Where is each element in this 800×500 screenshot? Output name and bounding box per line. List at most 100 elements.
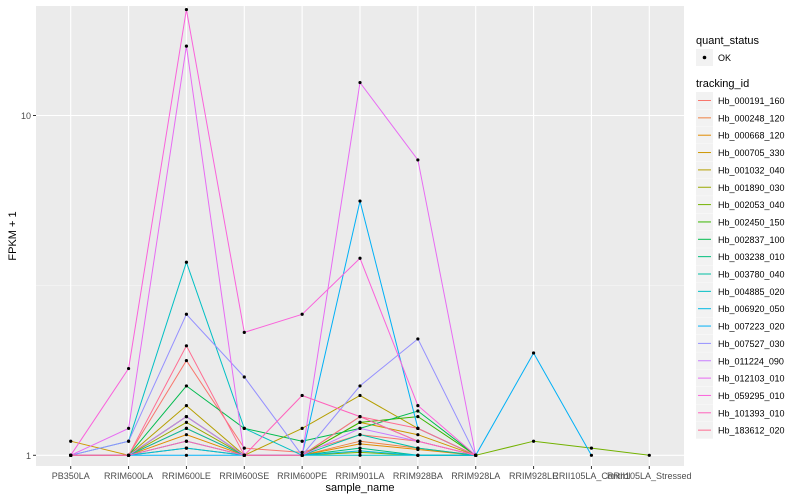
data-point	[358, 439, 362, 443]
data-point	[242, 330, 246, 334]
legend-label-tracking: Hb_001032_040	[718, 165, 785, 175]
legend-label-tracking: Hb_002053_040	[718, 200, 785, 210]
data-point	[358, 199, 362, 203]
y-axis-label: FPKM + 1	[7, 211, 19, 260]
series-line-Hb_007223_020	[70, 200, 592, 456]
y-tick-label: 10	[21, 111, 31, 121]
legend-label-tracking: Hb_007527_030	[718, 339, 785, 349]
data-point	[358, 420, 362, 424]
data-point	[300, 453, 304, 457]
data-point	[300, 439, 304, 443]
series-line-Hb_000191_160	[70, 359, 476, 456]
x-tick-label: RRIM928BA	[393, 471, 443, 481]
data-point	[184, 260, 189, 264]
data-point	[589, 453, 594, 457]
data-point	[358, 414, 362, 419]
data-point	[358, 426, 362, 430]
data-point	[416, 337, 420, 341]
data-point	[184, 426, 189, 430]
data-point	[184, 414, 189, 419]
data-point	[416, 446, 420, 450]
data-point	[184, 420, 189, 424]
legend-label-tracking: Hb_000705_330	[718, 148, 785, 158]
x-tick-label: RRIM928LE	[509, 471, 558, 481]
data-point	[300, 393, 304, 398]
x-tick-label: PB350LA	[52, 471, 90, 481]
x-tick-label: RRIM600LE	[162, 471, 211, 481]
series-line-Hb_059295_010	[70, 9, 477, 456]
data-point	[416, 453, 420, 457]
legend-label-tracking: Hb_004885_020	[718, 287, 785, 297]
data-point	[242, 453, 246, 457]
legend-label-quant: OK	[718, 53, 731, 63]
legend-label-tracking: Hb_002450_150	[718, 217, 785, 227]
data-point	[474, 453, 478, 457]
legend-label-tracking: Hb_003238_010	[718, 252, 785, 262]
data-point	[242, 375, 246, 379]
data-point	[416, 439, 420, 443]
legend-label-tracking: Hb_183612_020	[718, 426, 785, 436]
data-point	[647, 453, 651, 457]
legend-label-tracking: Hb_006920_050	[718, 304, 785, 314]
data-point	[358, 256, 362, 260]
data-point	[416, 158, 420, 162]
legend-label-tracking: Hb_101393_010	[718, 408, 785, 418]
legend-key-point	[702, 55, 707, 60]
data-point	[184, 446, 189, 450]
legend-label-tracking: Hb_000248_120	[718, 113, 785, 123]
data-point	[416, 409, 420, 413]
legend-label-tracking: Hb_001890_030	[718, 183, 785, 193]
data-point	[184, 44, 189, 48]
data-point	[184, 433, 189, 437]
data-point	[358, 80, 362, 85]
legend-title-quant-status: quant_status	[696, 35, 759, 47]
x-tick-label: RRIM600SE	[219, 471, 269, 481]
data-point	[300, 312, 304, 316]
data-point	[300, 426, 304, 430]
axes: 1 10 PB350LA RRIM600LA RRIM600LE RRIM600SE RRI…	[21, 111, 692, 481]
legend-label-tracking: Hb_059295_010	[718, 391, 785, 401]
data-point	[358, 384, 362, 388]
data-point	[300, 450, 304, 454]
data-point	[184, 344, 189, 348]
data-point	[184, 453, 189, 457]
data-point	[69, 439, 73, 443]
data-point	[184, 7, 189, 12]
data-point	[358, 446, 362, 450]
series-lines	[70, 9, 650, 457]
legend: quant_status OK tracking_id Hb_000191_160 Hb…	[696, 35, 785, 439]
legend-title-tracking-id: tracking_id	[696, 78, 749, 90]
series-line-Hb_007527_030	[70, 313, 477, 457]
data-point	[126, 426, 131, 430]
x-axis-label: sample_name	[325, 482, 394, 494]
legend-label-tracking: Hb_000191_160	[718, 96, 785, 106]
legend-label-tracking: Hb_003780_040	[718, 270, 785, 280]
x-tick-label: RRIM600PE	[277, 471, 327, 481]
data-point	[358, 453, 362, 457]
data-point	[126, 439, 131, 443]
data-point	[184, 358, 189, 363]
x-tick-label: RRIM901LA	[335, 471, 384, 481]
legend-label-tracking: Hb_012103_010	[718, 374, 785, 384]
data-point	[184, 439, 189, 443]
data-point	[531, 351, 536, 355]
x-tick-label: RRII105LA_Control	[552, 471, 630, 481]
series-line-Hb_004885_020	[70, 260, 476, 456]
x-tick-label: RRII105LA_Stressed	[607, 471, 692, 481]
legend-label-tracking: Hb_007223_020	[718, 322, 785, 332]
data-point	[184, 384, 189, 388]
series-line-Hb_183612_020	[70, 344, 476, 456]
data-point	[416, 414, 420, 419]
data-point	[242, 446, 246, 450]
data-point	[358, 393, 362, 398]
x-tick-label: RRIM600LA	[104, 471, 153, 481]
legend-label-tracking: Hb_002837_100	[718, 235, 785, 245]
data-point	[416, 426, 420, 430]
data-point	[416, 433, 420, 437]
data-point	[358, 449, 362, 453]
x-tick-label: RRIM928LA	[451, 471, 500, 481]
data-points	[69, 7, 651, 457]
data-point	[358, 433, 362, 437]
data-point	[69, 453, 73, 457]
